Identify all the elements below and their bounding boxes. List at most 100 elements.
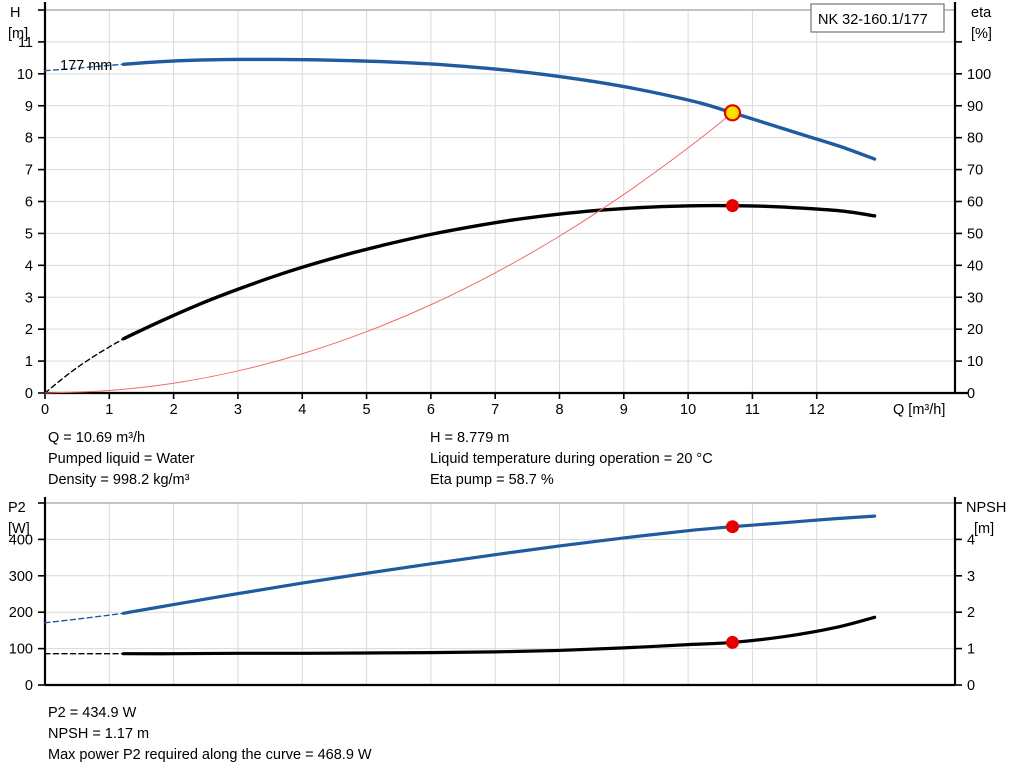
y-left-tick-label: 400 [9, 532, 33, 548]
info-max-power: Max power P2 required along the curve = … [48, 747, 372, 763]
grid-lines [45, 9, 955, 393]
y-left-tick-label: 100 [9, 642, 33, 658]
title-box[interactable]: NK 32-160.1/177 [810, 3, 945, 33]
y-left-tick-label: 1 [25, 354, 33, 370]
y-right-tick-label: 100 [967, 67, 991, 83]
y-right-tick-label: 4 [967, 532, 975, 548]
y-right-tick-label: 10 [967, 354, 983, 370]
title-box-frame [810, 3, 945, 33]
x-tick-label: 6 [427, 402, 435, 418]
x-tick-label: 4 [298, 402, 306, 418]
axis-titles: H [m] eta [%] Q [m³/h] [8, 5, 992, 418]
y-left-tick-label: 10 [17, 67, 33, 83]
x-tick-label: 11 [745, 402, 760, 418]
y-left-tick-label: 5 [25, 226, 33, 242]
x-tick-label: 9 [620, 402, 628, 418]
y-right-tick-label: 3 [967, 569, 975, 585]
info-liquid-temperature: Liquid temperature during operation = 20… [430, 451, 713, 467]
y-left-tick-label: 8 [25, 131, 33, 147]
duty-points [723, 104, 742, 213]
axes [43, 2, 968, 395]
y-left-tick-label: 7 [25, 163, 33, 179]
info-bottom-left: P2 = 434.9 W NPSH = 1.17 m Max power P2 … [48, 703, 372, 766]
axis-titles: P2 [W] NPSH [m] [8, 500, 1006, 537]
y-right-axis-unit: [%] [971, 26, 992, 42]
info-head: H = 8.779 m [430, 430, 510, 446]
x-tick-label: 2 [170, 402, 178, 418]
duty-point-eta [725, 199, 739, 213]
y-left-tick-label: 2 [25, 322, 33, 338]
x-tick-label: 5 [363, 402, 371, 418]
tick-marks: 0 100 200 300 400 0 1 2 3 4 [9, 502, 975, 694]
power-npsh-chart: 0 100 200 300 400 0 1 2 3 4 P2 [W] NPSH [m] [0, 495, 1024, 700]
y-left-tick-label: 6 [25, 195, 33, 211]
curves [44, 57, 877, 394]
y-right-tick-label: 50 [967, 226, 983, 242]
duty-point-power [725, 520, 739, 534]
y-left-axis-title: P2 [8, 500, 26, 516]
axes [43, 497, 957, 687]
curve-h-curve-extrapolation [44, 63, 125, 72]
y-left-tick-label: 4 [25, 258, 33, 274]
x-tick-label: 10 [680, 402, 696, 418]
grid-lines [45, 502, 955, 685]
x-tick-label: 3 [234, 402, 242, 418]
x-tick-label: 8 [555, 402, 563, 418]
y-right-tick-label: 90 [967, 99, 983, 115]
info-density: Density = 998.2 kg/m³ [48, 472, 190, 488]
curve-p2-power-curve [121, 514, 877, 615]
curve-npsh-curve [121, 615, 877, 656]
info-top-right: H = 8.779 m Liquid temperature during op… [430, 428, 713, 491]
duty-points [725, 520, 739, 649]
info-npsh: NPSH = 1.17 m [48, 726, 150, 742]
duty-point-npsh [725, 635, 739, 649]
y-right-tick-label: 0 [967, 386, 975, 402]
y-right-axis-unit: [m] [974, 521, 994, 537]
y-right-tick-label: 1 [967, 642, 975, 658]
curve-system-duty-curve [44, 112, 733, 394]
info-eta-pump: Eta pump = 58.7 % [430, 472, 554, 488]
y-left-axis-unit: [m] [8, 26, 28, 42]
y-right-tick-label: 40 [967, 258, 983, 274]
y-right-tick-label: 30 [967, 290, 983, 306]
y-right-tick-label: 60 [967, 195, 983, 211]
y-left-tick-label: 11 [18, 35, 33, 51]
curve-h-curve-177-mm-impeller- [121, 57, 877, 161]
y-right-tick-label: 0 [967, 678, 975, 694]
y-left-tick-label: 9 [25, 99, 33, 115]
curve-p2-extrapolation [44, 612, 125, 624]
head-efficiency-chart: 0 1 2 3 4 5 6 7 8 9 10 11 12 0 1 2 3 4 5 6 7 8 9 10 11 0 10 20 30 40 5… [8, 2, 992, 418]
x-tick-label: 1 [105, 402, 113, 418]
x-tick-label: 12 [809, 402, 825, 418]
head-efficiency-plot: 0 1 2 3 4 5 6 7 8 9 10 11 12012345678910110102030405… [8, 2, 992, 418]
y-left-axis-title: H [10, 5, 20, 21]
x-axis-title: Q [m³/h] [893, 402, 945, 418]
y-right-axis-title: eta [971, 5, 992, 21]
impeller-diameter-label: 177 mm [60, 58, 112, 74]
y-left-tick-label: 200 [9, 605, 33, 621]
info-pumped-liquid: Pumped liquid = Water [48, 451, 195, 467]
y-right-tick-label: 70 [967, 163, 983, 179]
y-right-tick-label: 80 [967, 131, 983, 147]
y-left-tick-label: 300 [9, 569, 33, 585]
power-npsh-plot: 0 100 200 300 400 0 1 2 3 4 P2 [W] NPSH [m] [8, 497, 1006, 694]
curve-eta-curve [121, 203, 877, 341]
curves [44, 514, 877, 656]
y-right-axis-title: NPSH [966, 500, 1006, 516]
curve-eta-curve-extrapolation [44, 338, 125, 394]
info-top-left: Q = 10.69 m³/h Pumped liquid = Water Den… [48, 428, 195, 491]
y-left-tick-label: 0 [25, 386, 33, 402]
pump-model-label: NK 32-160.1/177 [818, 12, 928, 28]
y-left-axis-unit: [W] [8, 521, 30, 537]
y-left-tick-label: 3 [25, 290, 33, 306]
x-tick-label: 7 [491, 402, 499, 418]
tick-marks: 0 1 2 3 4 5 6 7 8 9 10 11 12012345678910110102030405… [17, 9, 991, 418]
y-right-tick-label: 2 [967, 605, 975, 621]
duty-point-head [723, 104, 742, 122]
info-power: P2 = 434.9 W [48, 705, 137, 721]
y-right-tick-label: 20 [967, 322, 983, 338]
info-flow: Q = 10.69 m³/h [48, 430, 146, 446]
y-left-tick-label: 0 [25, 678, 33, 694]
x-tick-label: 0 [41, 402, 49, 418]
